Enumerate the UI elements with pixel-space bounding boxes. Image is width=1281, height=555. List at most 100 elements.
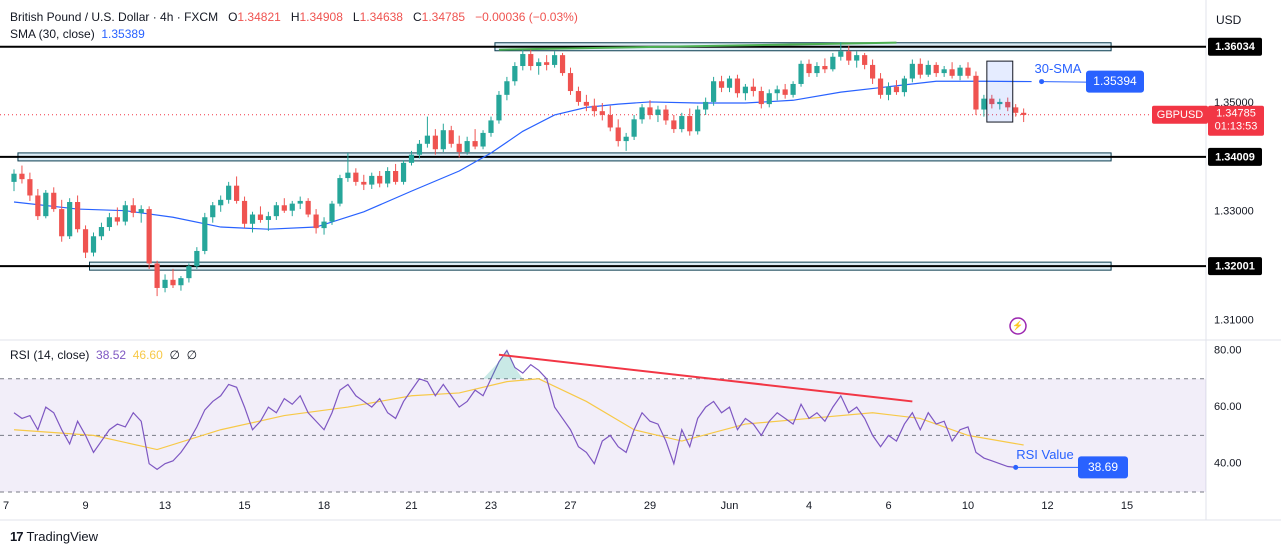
symbol-badge <box>1152 105 1208 124</box>
current-price-badge <box>1208 105 1264 136</box>
candle-body <box>408 154 415 163</box>
candle-body <box>822 66 828 70</box>
candle-body <box>273 205 279 217</box>
close-value: 1.34785 <box>421 10 466 24</box>
candle-body <box>766 93 772 105</box>
candle-body <box>218 199 224 206</box>
candle-body <box>321 221 327 229</box>
rsi-legend-value: 38.52 <box>96 348 127 362</box>
candle-body <box>838 51 844 57</box>
candle-body <box>281 205 287 211</box>
candle-body <box>19 173 25 180</box>
lightning-icon-glyph: ⚡ <box>1012 319 1023 331</box>
candle-body <box>75 202 81 230</box>
sma-callout-connector <box>1041 81 1087 83</box>
rsi-callout-badge <box>1078 456 1128 479</box>
candle-body <box>559 55 566 74</box>
candle-body <box>870 64 876 79</box>
rsi-ma-line[interactable] <box>13 378 1024 451</box>
candle-body <box>249 214 256 224</box>
candle-body <box>257 214 264 220</box>
candle-body <box>607 114 613 128</box>
candle-body <box>774 89 780 94</box>
candle-body <box>186 266 192 279</box>
candle-body <box>35 195 41 217</box>
candle-body <box>146 209 152 264</box>
candle-body <box>750 86 756 92</box>
low-label: L <box>352 10 360 24</box>
candle-body <box>27 179 33 196</box>
resistance-trendline[interactable] <box>498 41 897 51</box>
time-tick-label-2: 13 <box>159 500 171 512</box>
candle-body <box>504 81 510 95</box>
sma-callout-label: 30-SMA <box>1035 61 1082 76</box>
candle-body <box>138 209 144 213</box>
candle-body <box>1021 112 1027 115</box>
candle-body <box>432 135 438 150</box>
tradingview-brand: TradingView <box>26 529 99 544</box>
candle-body <box>567 73 574 92</box>
rsi-divergence-line[interactable] <box>498 353 913 403</box>
candle-body <box>901 78 907 93</box>
candle-body <box>1005 101 1011 108</box>
symbol-line: British Pound / U.S. Dollar · 4h · FXCM <box>10 10 219 24</box>
candle-body <box>893 86 900 93</box>
symbol-header: British Pound / U.S. Dollar · 4h · FXCM … <box>10 10 578 24</box>
candle-body <box>703 101 709 110</box>
lightning-icon[interactable] <box>1009 317 1027 335</box>
currency-label[interactable]: USD <box>1216 13 1242 27</box>
candle-body <box>67 202 73 237</box>
candle-body <box>973 75 979 110</box>
candle-body <box>488 120 494 133</box>
price-level-badge-0 <box>1208 37 1262 56</box>
highlight-box[interactable] <box>986 60 1014 123</box>
candle-body <box>424 135 430 144</box>
price-level-badge-label-4: 1.32001 <box>1215 261 1255 273</box>
tradingview-logo[interactable]: 17 TradingView <box>10 529 98 544</box>
current-price-label: 1.34785 <box>1216 108 1256 120</box>
candle-body <box>82 229 89 253</box>
candle-body <box>512 66 518 82</box>
time-tick-label-6: 23 <box>485 500 497 512</box>
time-tick-label-0: 7 <box>3 500 9 512</box>
candle-body <box>241 200 248 224</box>
time-tick-label-8: 29 <box>644 500 656 512</box>
time-tick-label-1: 9 <box>82 500 88 512</box>
candle-body <box>854 55 860 61</box>
rsi-overbought-fill <box>483 350 523 379</box>
rsi-line[interactable] <box>13 349 1016 471</box>
sma-legend[interactable]: SMA (30, close) 1.35389 <box>10 27 145 41</box>
candle-body <box>345 172 351 179</box>
bar-countdown-label: 01:13:53 <box>1215 121 1258 133</box>
rsi-callout-label: RSI Value <box>1016 447 1074 462</box>
candle-body <box>599 111 605 115</box>
time-tick-label-10: 4 <box>806 500 812 512</box>
candle-body <box>925 64 931 75</box>
candle-body <box>90 236 97 253</box>
candle-body <box>623 136 629 142</box>
price-level-badge-4 <box>1208 257 1262 276</box>
rsi-legend[interactable]: RSI (14, close) 38.52 46.60 ∅ ∅ <box>10 348 197 362</box>
candle-body <box>337 178 343 204</box>
candle-body <box>202 217 208 251</box>
candle-body <box>440 130 446 150</box>
candle-body <box>655 109 661 115</box>
candle-body <box>297 200 303 204</box>
candle-body <box>210 205 216 218</box>
candle-body <box>957 67 963 76</box>
candle-body <box>846 51 852 61</box>
price-level-badge-label-0: 1.36034 <box>1215 41 1256 53</box>
candle-body <box>544 62 550 65</box>
sma-30-line[interactable] <box>13 80 1032 230</box>
candle-body <box>798 63 804 84</box>
candle-body <box>909 63 915 79</box>
open-value: 1.34821 <box>237 10 281 24</box>
time-tick-label-9: Jun <box>721 500 739 512</box>
time-tick-label-11: 6 <box>885 500 891 512</box>
open-label: O <box>228 10 238 24</box>
candle-body <box>329 203 335 222</box>
candle-body <box>496 94 502 121</box>
candle-body <box>862 55 868 65</box>
candle-body <box>806 63 812 74</box>
